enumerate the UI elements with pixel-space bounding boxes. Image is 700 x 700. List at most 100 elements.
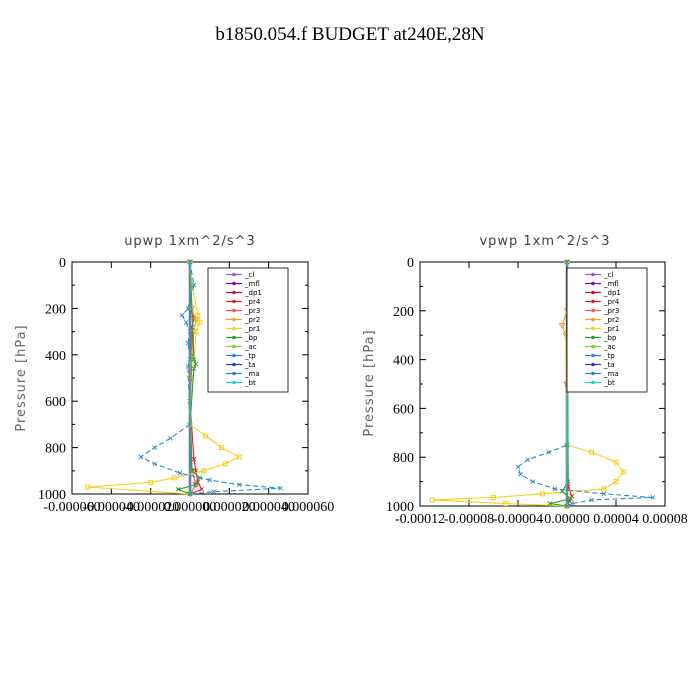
data-point — [211, 489, 216, 494]
data-point — [185, 306, 191, 311]
x-tick-label: 0.000040 — [242, 500, 295, 515]
legend-label: _pr3 — [244, 307, 260, 315]
legend-marker — [591, 326, 595, 331]
data-point — [547, 501, 553, 506]
data-point — [650, 495, 656, 500]
x-tick-label: -0.000020 — [122, 500, 179, 515]
y-tick-label: 800 — [45, 442, 66, 457]
legend-marker — [591, 353, 595, 358]
y-tick-label: 600 — [393, 402, 414, 417]
y-tick-label: 800 — [393, 451, 414, 466]
data-point — [191, 357, 197, 362]
legend-marker — [232, 308, 236, 313]
data-point — [191, 282, 197, 288]
data-point — [175, 487, 181, 492]
series-line-bp — [176, 261, 201, 495]
data-point — [568, 496, 573, 501]
vpwp-panel: vpwp 1xm^2/s^3 Pressure [hPa] 0 200 400 600… — [362, 234, 688, 527]
legend-label: _pr4 — [244, 298, 261, 306]
data-point — [558, 322, 566, 329]
data-point — [195, 312, 201, 318]
data-point — [193, 482, 199, 488]
legend-label: _dp1 — [244, 289, 262, 297]
data-point — [177, 470, 183, 476]
data-point — [601, 491, 607, 497]
data-point — [168, 436, 173, 441]
legend-label: _tp — [244, 352, 256, 360]
legend-marker — [232, 353, 236, 358]
data-point — [613, 459, 619, 465]
data-point — [569, 493, 575, 499]
legend-marker — [232, 281, 236, 286]
data-point — [620, 469, 626, 475]
legend-marker — [591, 335, 595, 340]
legend-marker — [591, 290, 595, 295]
vpwp-y-axis-label: Pressure [hPa] — [362, 329, 377, 436]
legend-label: _mfl — [603, 280, 619, 288]
legend-label: _ac — [603, 343, 616, 351]
data-point — [540, 491, 545, 497]
y-tick-label: 600 — [45, 395, 66, 410]
legend-box — [566, 267, 648, 393]
legend-marker — [591, 362, 595, 367]
x-tick-label: 0.00000 — [544, 512, 590, 527]
legend-label: _tp — [603, 352, 615, 360]
x-tick-label: 0.000060 — [282, 500, 335, 515]
legend-marker — [591, 317, 595, 322]
data-point — [193, 361, 199, 367]
x-tick-label: 0.00008 — [642, 512, 688, 527]
legend-label: _pr3 — [603, 307, 619, 315]
upwp-panel-title: upwp 1xm^2/s^3 — [124, 234, 256, 249]
legend-marker — [232, 380, 236, 385]
legend-marker — [232, 299, 236, 304]
data-point — [589, 449, 594, 455]
data-point — [530, 479, 536, 484]
data-point — [222, 461, 228, 467]
data-point — [193, 329, 199, 335]
legend-marker — [591, 299, 595, 304]
legend-marker — [591, 380, 595, 385]
data-point — [236, 454, 242, 460]
legend-label: _ma — [244, 370, 260, 378]
legend-marker — [232, 371, 236, 376]
legend-label: _bp — [244, 334, 258, 342]
figure-title: b1850.054.f BUDGET at240E,28N — [215, 24, 485, 45]
x-tick-label: -0.00004 — [493, 512, 543, 527]
data-point — [546, 450, 551, 455]
legend-marker — [591, 308, 595, 313]
legend-label: _mfl — [244, 280, 260, 288]
legend-label: _pr2 — [603, 316, 619, 324]
legend-label: _ma — [603, 370, 619, 378]
data-point — [179, 313, 185, 318]
y-tick-label: 1000 — [386, 500, 414, 515]
y-tick-label: 400 — [45, 349, 66, 364]
vpwp-panel-title: vpwp 1xm^2/s^3 — [479, 234, 610, 249]
legend-label: _dp1 — [603, 289, 621, 297]
data-point — [201, 468, 207, 474]
legend-marker — [232, 362, 236, 367]
legend-label: _ta — [244, 361, 256, 369]
data-point — [192, 317, 200, 324]
legend-label: _pr1 — [244, 325, 260, 333]
x-tick-label: 0.000020 — [203, 500, 256, 515]
legend-label: _pr2 — [244, 316, 260, 324]
x-tick-label: -0.000060 — [43, 500, 100, 515]
data-point — [552, 486, 558, 492]
y-tick-label: 200 — [45, 302, 66, 317]
data-point — [218, 445, 224, 451]
y-tick-label: 400 — [393, 354, 414, 369]
x-tick-label: -0.00008 — [444, 512, 494, 527]
x-tick-label: 0.000000 — [164, 500, 217, 515]
data-point — [171, 475, 177, 481]
upwp-plot-area: 0 200 400 600 800 1000-0.000060-0.000040-0.00… — [38, 256, 334, 515]
upwp-y-axis-label: Pressure [hPa] — [14, 324, 29, 431]
data-point — [138, 454, 144, 460]
data-point — [85, 484, 91, 490]
data-point — [189, 468, 195, 474]
legend-label: _ta — [603, 361, 615, 369]
data-point — [183, 320, 189, 325]
data-point — [518, 471, 523, 477]
legend-marker — [591, 371, 595, 376]
legend-label: _cl — [603, 271, 613, 279]
